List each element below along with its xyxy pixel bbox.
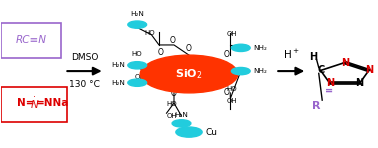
- Text: R: R: [312, 101, 321, 111]
- Text: $\dot{N}$: $\dot{N}$: [29, 95, 39, 111]
- Circle shape: [231, 67, 250, 75]
- Text: NH₂: NH₂: [253, 45, 266, 51]
- Text: H: H: [309, 52, 317, 62]
- Circle shape: [140, 55, 238, 93]
- Text: O: O: [186, 44, 192, 53]
- Text: Cu: Cu: [206, 128, 218, 137]
- Text: O: O: [223, 50, 229, 59]
- Text: HO: HO: [144, 30, 155, 36]
- Circle shape: [172, 120, 191, 127]
- Text: H₂N: H₂N: [112, 62, 125, 68]
- Text: =NNa: =NNa: [36, 98, 70, 108]
- Text: H₂N: H₂N: [175, 112, 189, 118]
- Text: RC≡N: RC≡N: [16, 35, 47, 45]
- FancyBboxPatch shape: [2, 87, 67, 122]
- Text: NH₂: NH₂: [253, 68, 266, 74]
- Text: N: N: [341, 58, 349, 68]
- Text: HO: HO: [167, 101, 177, 107]
- Text: OH: OH: [227, 98, 237, 104]
- Text: HO: HO: [227, 86, 237, 92]
- Text: OH: OH: [167, 113, 177, 119]
- Text: O: O: [169, 36, 175, 45]
- Text: H₂N: H₂N: [131, 11, 144, 17]
- Text: N: N: [356, 78, 364, 88]
- Text: 130 °C: 130 °C: [69, 80, 100, 89]
- Text: OH: OH: [227, 31, 237, 37]
- Circle shape: [128, 21, 147, 28]
- Text: O: O: [223, 88, 229, 97]
- Text: C: C: [317, 65, 324, 75]
- Text: H$^+$: H$^+$: [283, 48, 299, 61]
- Circle shape: [128, 62, 147, 69]
- FancyBboxPatch shape: [2, 23, 61, 58]
- Text: OH: OH: [135, 74, 146, 80]
- Text: =: =: [325, 86, 333, 96]
- Text: O: O: [158, 48, 164, 57]
- Text: O: O: [156, 64, 162, 73]
- Text: SiO$_2$: SiO$_2$: [175, 67, 203, 81]
- Text: HO: HO: [131, 51, 142, 57]
- Text: N=: N=: [17, 98, 34, 108]
- Circle shape: [176, 127, 202, 137]
- Text: O: O: [171, 89, 177, 98]
- Circle shape: [128, 79, 147, 86]
- Text: H₂N: H₂N: [112, 80, 125, 86]
- Text: N: N: [326, 78, 334, 88]
- Text: N: N: [365, 65, 373, 75]
- Text: DMSO: DMSO: [71, 53, 98, 62]
- Circle shape: [231, 44, 250, 52]
- Text: O: O: [222, 63, 228, 72]
